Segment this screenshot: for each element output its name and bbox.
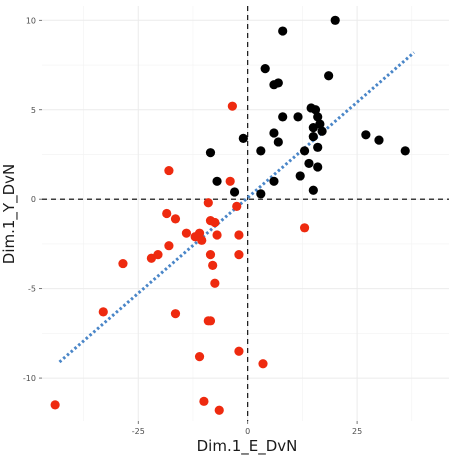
data-point bbox=[194, 352, 205, 362]
data-point bbox=[273, 137, 283, 147]
data-point bbox=[203, 198, 213, 208]
y-axis-ticks: -10 -5 0 5 10 bbox=[23, 16, 42, 383]
data-point bbox=[278, 26, 288, 36]
data-point bbox=[50, 400, 60, 410]
data-point bbox=[118, 258, 128, 269]
data-point bbox=[205, 316, 216, 326]
data-point bbox=[317, 126, 327, 136]
data-point bbox=[361, 130, 371, 140]
data-point bbox=[258, 359, 268, 369]
data-point bbox=[256, 189, 266, 199]
data-point bbox=[210, 278, 220, 288]
data-point bbox=[212, 230, 222, 240]
data-point bbox=[170, 214, 181, 224]
data-point bbox=[212, 176, 222, 186]
data-point bbox=[181, 228, 192, 238]
data-point bbox=[260, 64, 270, 74]
data-point bbox=[234, 230, 244, 240]
data-point bbox=[308, 185, 318, 195]
data-point bbox=[304, 158, 314, 169]
reference-lines bbox=[42, 6, 449, 421]
data-point bbox=[313, 162, 323, 172]
data-point bbox=[310, 105, 321, 115]
data-point bbox=[238, 133, 248, 143]
data-point bbox=[308, 131, 318, 142]
data-point bbox=[273, 78, 283, 88]
data-point bbox=[227, 101, 237, 111]
data-point bbox=[205, 250, 216, 260]
data-point bbox=[164, 241, 174, 251]
data-point bbox=[164, 165, 174, 176]
data-point bbox=[98, 307, 108, 317]
data-point bbox=[374, 135, 384, 145]
data-point bbox=[293, 112, 303, 122]
data-point bbox=[234, 250, 244, 260]
data-point bbox=[400, 146, 410, 156]
y-tick-label: 10 bbox=[26, 16, 36, 25]
x-tick-label: 25 bbox=[352, 427, 362, 436]
data-points bbox=[50, 15, 410, 415]
data-point bbox=[210, 217, 220, 228]
data-point bbox=[205, 148, 216, 158]
data-point bbox=[225, 176, 235, 186]
x-tick-label: 0 bbox=[245, 427, 250, 436]
data-point bbox=[256, 146, 266, 156]
data-point bbox=[313, 112, 323, 122]
data-point bbox=[269, 128, 279, 138]
data-point bbox=[199, 396, 209, 406]
data-point bbox=[197, 235, 207, 245]
data-point bbox=[153, 250, 163, 260]
data-point bbox=[299, 223, 310, 233]
data-point bbox=[324, 71, 334, 81]
data-point bbox=[208, 260, 218, 270]
data-point bbox=[229, 187, 240, 197]
plot-panel bbox=[42, 6, 449, 421]
data-point bbox=[214, 405, 224, 415]
y-tick-label: -10 bbox=[23, 374, 36, 383]
y-tick-label: 5 bbox=[31, 106, 36, 115]
data-point bbox=[299, 146, 310, 156]
data-point bbox=[278, 112, 288, 122]
data-point bbox=[295, 171, 305, 181]
data-point bbox=[315, 119, 325, 129]
data-point bbox=[232, 201, 242, 211]
data-point bbox=[313, 142, 323, 152]
data-point bbox=[269, 176, 279, 186]
data-point bbox=[330, 15, 340, 25]
y-axis-label: Dim.1_Y_DvN bbox=[0, 164, 19, 264]
x-axis-label: Dim.1_E_DvN bbox=[197, 437, 298, 456]
data-point bbox=[162, 208, 172, 219]
x-axis-ticks: -25 0 25 bbox=[132, 421, 362, 436]
data-point bbox=[170, 309, 181, 319]
y-tick-label: 0 bbox=[31, 195, 36, 204]
y-tick-label: -5 bbox=[28, 285, 36, 294]
data-point bbox=[194, 228, 205, 238]
x-tick-label: -25 bbox=[132, 427, 145, 436]
data-point bbox=[234, 346, 244, 356]
